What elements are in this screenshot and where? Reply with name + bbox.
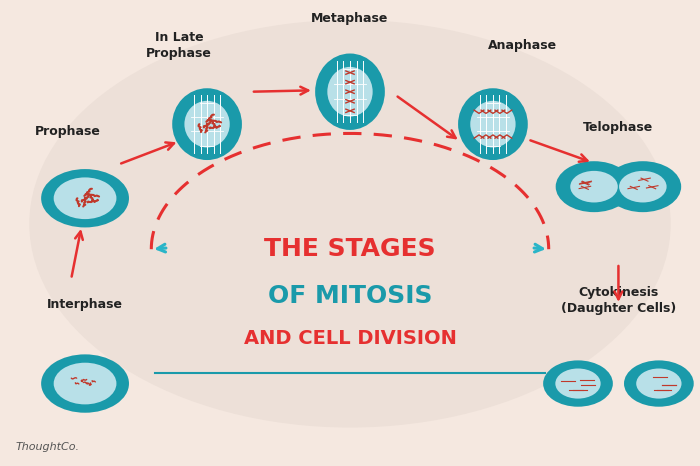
Circle shape [570,171,618,202]
Circle shape [54,363,116,404]
Text: Interphase: Interphase [47,298,123,311]
Ellipse shape [172,88,242,160]
Ellipse shape [328,67,372,116]
Text: Cytokinesis
(Daughter Cells): Cytokinesis (Daughter Cells) [561,286,676,315]
Text: Anaphase: Anaphase [489,39,557,52]
Text: Telophase: Telophase [583,121,654,134]
Text: AND CELL DIVISION: AND CELL DIVISION [244,329,456,348]
Circle shape [605,161,681,212]
Circle shape [54,178,116,219]
Circle shape [41,169,129,227]
Ellipse shape [29,20,671,427]
Text: THE STAGES: THE STAGES [264,237,436,261]
Text: OF MITOSIS: OF MITOSIS [267,283,433,308]
Ellipse shape [184,101,230,147]
Text: Prophase: Prophase [35,124,101,137]
Ellipse shape [315,54,385,130]
Circle shape [543,360,613,407]
Text: Metaphase: Metaphase [312,12,388,25]
Circle shape [555,369,601,398]
Circle shape [41,354,129,413]
Circle shape [619,171,666,202]
Text: ThoughtCo.: ThoughtCo. [15,442,79,452]
Circle shape [636,369,682,398]
Circle shape [556,161,632,212]
Ellipse shape [458,88,528,160]
Ellipse shape [470,101,516,147]
Text: In Late
Prophase: In Late Prophase [146,31,212,60]
Circle shape [624,360,694,407]
